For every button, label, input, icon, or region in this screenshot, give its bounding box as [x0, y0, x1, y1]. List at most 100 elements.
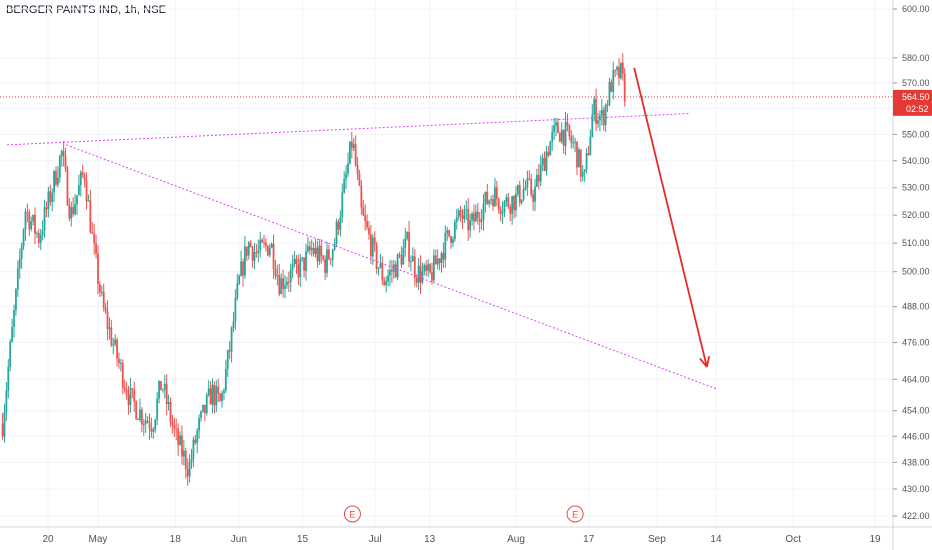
earnings-marker[interactable]: E — [343, 505, 361, 523]
candle — [528, 170, 531, 181]
candle-body — [528, 178, 531, 180]
earnings-marker[interactable]: E — [566, 505, 584, 523]
candle — [179, 431, 181, 446]
candle — [593, 96, 596, 122]
candle — [182, 439, 185, 466]
candle-body — [110, 327, 113, 346]
candle — [505, 194, 508, 207]
y-tick-label: 600.00 — [902, 4, 930, 14]
candle-body — [453, 221, 456, 240]
candle — [415, 274, 418, 288]
candle — [312, 242, 315, 257]
candle — [390, 260, 393, 283]
candle-body — [482, 203, 485, 221]
candle-body — [389, 269, 391, 276]
candle — [608, 77, 611, 107]
candle-body — [171, 421, 174, 426]
candle — [599, 110, 601, 132]
candle-body — [47, 191, 50, 210]
candle — [408, 220, 410, 268]
candle — [167, 394, 170, 411]
candle — [265, 238, 267, 252]
candle-body — [196, 430, 199, 443]
candle — [425, 260, 428, 277]
candle-body — [268, 247, 271, 256]
candle-body — [257, 250, 260, 254]
candle — [278, 263, 281, 297]
candle — [459, 205, 462, 223]
candle — [257, 239, 260, 263]
candle-body — [43, 207, 46, 231]
candle — [181, 425, 183, 465]
candle-body — [93, 233, 96, 244]
candle — [516, 184, 519, 197]
candle — [398, 252, 401, 259]
candle-body — [74, 204, 76, 215]
candle-body — [158, 381, 160, 399]
candle-body — [478, 218, 481, 222]
candle-body — [608, 81, 611, 105]
candle-body — [465, 208, 468, 210]
candle-body — [337, 221, 340, 230]
candle — [217, 378, 220, 403]
candle — [574, 137, 576, 153]
candle-body — [587, 153, 590, 155]
candle-body — [329, 258, 332, 260]
candle-body — [524, 187, 527, 190]
candle — [131, 387, 134, 399]
candle-body — [457, 210, 460, 218]
candle — [526, 170, 529, 196]
candle-body — [284, 285, 286, 289]
candle-body — [217, 386, 220, 394]
candle-body — [32, 214, 34, 222]
candle-body — [591, 114, 594, 138]
candle-body — [305, 251, 307, 271]
candle — [203, 404, 206, 422]
candle-body — [181, 435, 183, 457]
candle-body — [396, 254, 399, 278]
candle-body — [186, 469, 189, 477]
candle-body — [316, 247, 319, 262]
candle — [171, 414, 174, 434]
candle-body — [299, 259, 302, 278]
candle — [557, 118, 559, 134]
candle — [230, 326, 233, 363]
candle-body — [45, 207, 48, 210]
candle-body — [492, 199, 494, 207]
candle — [89, 189, 92, 234]
candle-body — [200, 411, 202, 419]
candle-body — [429, 264, 431, 273]
candle — [326, 242, 328, 278]
candle-body — [557, 122, 559, 133]
candle — [133, 381, 136, 412]
candle — [537, 163, 540, 190]
candle-body — [9, 341, 12, 367]
candle-body — [578, 149, 580, 168]
candle — [476, 202, 479, 225]
candle-body — [97, 253, 99, 284]
candle-body — [5, 390, 8, 413]
candle-body — [570, 136, 573, 143]
candle-body — [177, 428, 180, 445]
candle — [328, 244, 330, 261]
candle — [137, 417, 139, 420]
candle — [602, 106, 605, 131]
candle — [284, 275, 286, 299]
candle-body — [455, 217, 458, 222]
candle — [104, 302, 107, 314]
arrow-head — [705, 356, 711, 368]
candle — [232, 311, 235, 333]
candle-body — [198, 418, 201, 431]
candle — [150, 417, 153, 438]
candle — [392, 259, 395, 279]
candle-body — [232, 321, 235, 328]
candle — [160, 380, 162, 391]
candle — [28, 209, 31, 236]
candle — [320, 239, 323, 264]
candle-body — [560, 129, 563, 142]
candle — [226, 349, 229, 377]
candle — [53, 169, 55, 203]
candle — [318, 239, 321, 265]
candle-body — [251, 247, 254, 261]
